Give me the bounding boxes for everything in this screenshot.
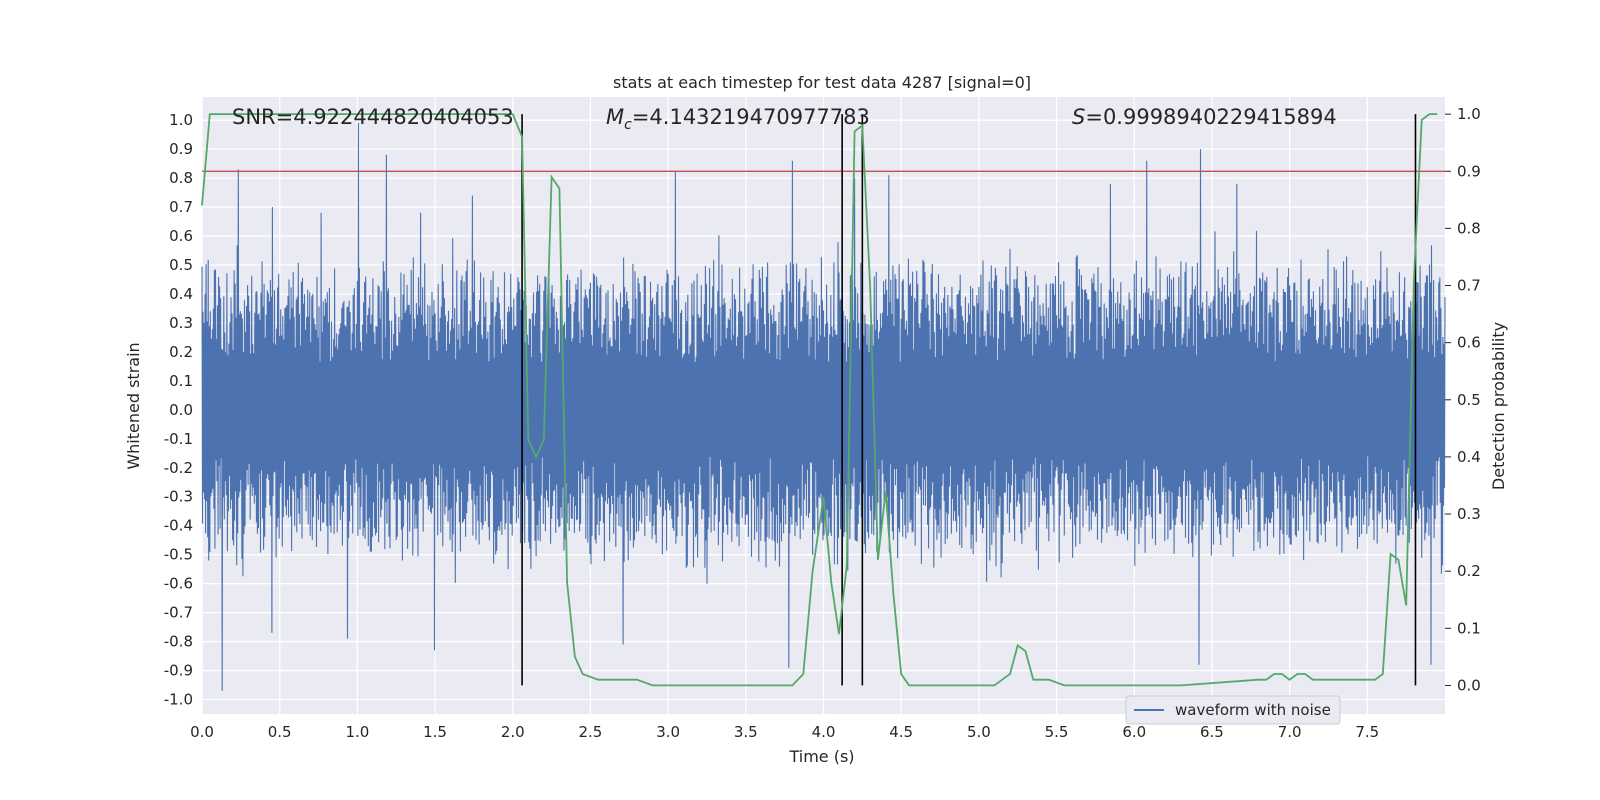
y-right-tick-label: 0.9 bbox=[1457, 162, 1481, 180]
y-left-tick-label: -0.8 bbox=[164, 633, 193, 651]
legend-box bbox=[1125, 695, 1341, 725]
x-tick-label: 4.5 bbox=[889, 723, 913, 741]
y-left-tick-label: 0.7 bbox=[169, 198, 193, 216]
x-tick-label: 6.0 bbox=[1122, 723, 1146, 741]
y-left-tick-label: 0.1 bbox=[169, 372, 193, 390]
mc-value: =4.143219470977783 bbox=[632, 105, 870, 129]
y-left-tick-label: 0.3 bbox=[169, 314, 193, 332]
chart-title: stats at each timestep for test data 428… bbox=[613, 73, 1031, 92]
x-tick-label: 2.5 bbox=[579, 723, 603, 741]
y-right-tick-label: 0.0 bbox=[1457, 676, 1481, 694]
snr-annotation: SNR=4.922444820404053 bbox=[232, 105, 514, 129]
y-left-tick-labels: 1.0 0.9 0.8 0.7 0.6 0.5 0.4 0.3 0.2 0.1 0.0 -0.1 -0.… bbox=[164, 111, 193, 708]
x-tick-label: 3.0 bbox=[656, 723, 680, 741]
mc-symbol: M bbox=[606, 105, 624, 129]
y-left-tick-label: 0.2 bbox=[169, 343, 193, 361]
y-left-tick-label: 0.8 bbox=[169, 169, 193, 187]
y-left-tick-label: -0.6 bbox=[164, 575, 193, 593]
y-left-tick-label: -0.1 bbox=[164, 430, 193, 448]
x-tick-label: 0.0 bbox=[190, 723, 214, 741]
y-left-tick-label: -0.7 bbox=[164, 604, 193, 622]
y-right-tick-labels: 1.0 0.9 0.8 0.7 0.6 0.5 0.4 0.3 0.2 0.1 0.0 bbox=[1445, 105, 1481, 694]
y-left-tick-label: -1.0 bbox=[164, 691, 193, 709]
x-tick-label: 5.5 bbox=[1045, 723, 1069, 741]
y-right-tick-label: 0.8 bbox=[1457, 219, 1481, 237]
y-left-tick-label: 0.0 bbox=[169, 401, 193, 419]
s-annotation: S=0.9998940229415894 bbox=[1072, 105, 1337, 129]
y-right-tick-label: 0.7 bbox=[1457, 277, 1481, 295]
probability-line bbox=[201, 113, 1438, 687]
x-tick-label: 0.5 bbox=[268, 723, 292, 741]
y-left-tick-label: 0.6 bbox=[169, 227, 193, 245]
x-tick-labels: 0.0 0.5 1.0 1.5 2.0 2.5 3.0 3.5 4.0 4.5 5.0 5.5 6.0 6… bbox=[190, 723, 1379, 741]
mc-annotation: Mc=4.143219470977783 bbox=[606, 105, 870, 133]
waveform-line bbox=[201, 123, 1446, 691]
y-left-tick-label: -0.5 bbox=[164, 546, 193, 564]
s-value: =0.9998940229415894 bbox=[1085, 105, 1336, 129]
y-left-tick-label: 0.4 bbox=[169, 285, 193, 303]
legend: waveform with noise bbox=[1125, 695, 1341, 725]
y-left-tick-label: 0.9 bbox=[169, 140, 193, 158]
y-right-tick-label: 0.2 bbox=[1457, 562, 1481, 580]
y-left-tick-label: 0.5 bbox=[169, 256, 193, 274]
x-tick-label: 7.0 bbox=[1278, 723, 1302, 741]
y-left-tick-label: -0.3 bbox=[164, 488, 193, 506]
y-left-tick-label: -0.2 bbox=[164, 459, 193, 477]
y-right-axis-label: Detection probability bbox=[1489, 322, 1508, 490]
y-right-tick-label: 1.0 bbox=[1457, 105, 1481, 123]
x-axis-label: Time (s) bbox=[788, 747, 854, 766]
y-right-tick-label: 0.4 bbox=[1457, 448, 1481, 466]
x-tick-label: 1.5 bbox=[423, 723, 447, 741]
x-tick-label: 2.0 bbox=[501, 723, 525, 741]
vertical-markers bbox=[521, 114, 1417, 686]
y-left-tick-label: -0.4 bbox=[164, 517, 193, 535]
mc-subscript: c bbox=[624, 117, 632, 133]
x-tick-label: 3.5 bbox=[734, 723, 758, 741]
x-tick-label: 7.5 bbox=[1355, 723, 1379, 741]
x-tick-label: 5.0 bbox=[967, 723, 991, 741]
y-right-tick-label: 0.1 bbox=[1457, 619, 1481, 637]
s-symbol: S bbox=[1072, 105, 1085, 129]
y-left-axis-label: Whitened strain bbox=[124, 342, 143, 469]
y-left-tick-label: -0.9 bbox=[164, 662, 193, 680]
legend-label-waveform: waveform with noise bbox=[1175, 701, 1331, 719]
x-tick-label: 1.0 bbox=[345, 723, 369, 741]
y-left-tick-label: 1.0 bbox=[169, 111, 193, 129]
probability-series bbox=[201, 113, 1438, 687]
x-tick-label: 4.0 bbox=[812, 723, 836, 741]
y-right-tick-label: 0.6 bbox=[1457, 334, 1481, 352]
waveform-series bbox=[201, 123, 1446, 691]
x-tick-label: 6.5 bbox=[1200, 723, 1224, 741]
y-right-tick-label: 0.5 bbox=[1457, 391, 1481, 409]
y-right-tick-label: 0.3 bbox=[1457, 505, 1481, 523]
